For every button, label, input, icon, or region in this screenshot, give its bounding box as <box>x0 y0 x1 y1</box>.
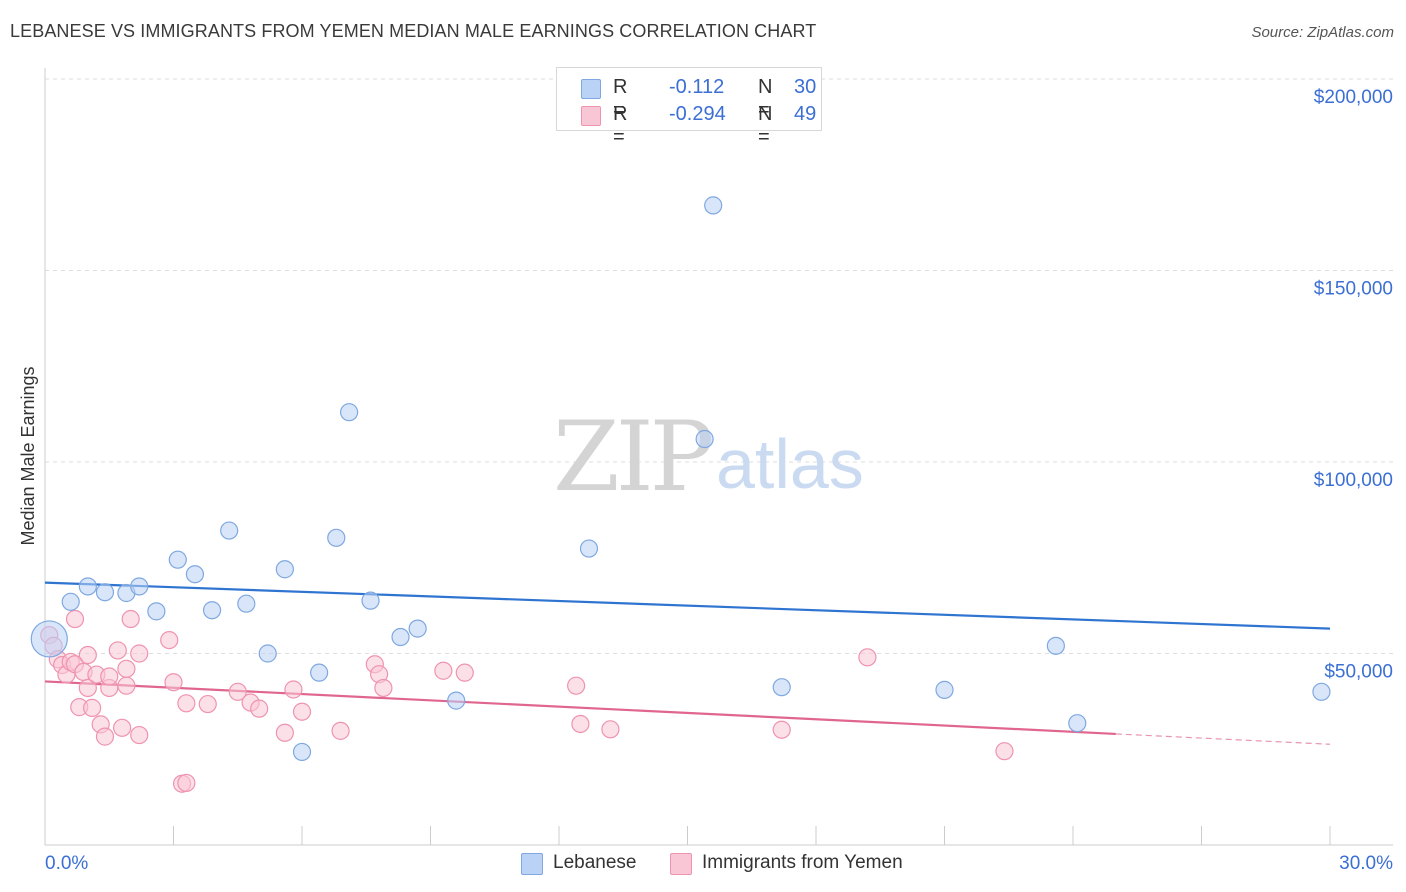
lebanese-point <box>310 663 329 682</box>
lebanese-point <box>579 539 599 558</box>
lebanese-point <box>391 627 410 647</box>
yemen-point <box>858 648 877 667</box>
yemen-point <box>65 609 85 629</box>
lebanese-point <box>1068 714 1087 733</box>
lebanese-swatch <box>521 853 543 875</box>
lebanese-swatch <box>581 79 601 99</box>
watermark-atlas: atlas <box>716 425 864 503</box>
yemen-point <box>117 659 136 678</box>
yemen-trend-extension <box>1115 733 1331 745</box>
lebanese-point <box>61 592 80 611</box>
r-label: R = <box>613 103 628 148</box>
watermark-zip: ZIP <box>553 401 712 513</box>
lebanese-point <box>340 403 359 422</box>
legend-label: Immigrants from Yemen <box>702 852 903 873</box>
watermark: ZIP atlas <box>553 401 864 513</box>
yemen-point <box>78 645 97 665</box>
yemen-point <box>198 694 217 714</box>
yemen-point <box>83 698 102 717</box>
yemen-point <box>434 661 453 680</box>
yemen-point <box>275 723 294 742</box>
lebanese-trend-line <box>44 581 1331 630</box>
yemen-point <box>571 714 590 734</box>
yemen-point <box>108 641 127 660</box>
lebanese-point <box>237 594 256 613</box>
lebanese-point <box>147 602 166 621</box>
lebanese-point <box>1312 682 1331 701</box>
lebanese-point <box>695 429 714 449</box>
lebanese-point <box>258 644 277 663</box>
n-value: 49 <box>794 103 817 125</box>
yemen-trend-line <box>44 680 1116 736</box>
yemen-point <box>292 702 312 721</box>
lebanese-point <box>935 680 954 699</box>
yemen-swatch <box>670 853 692 875</box>
lebanese-point <box>361 591 380 610</box>
y-tick-label: $150,000 <box>1314 279 1393 300</box>
lebanese-point <box>408 619 427 638</box>
yemen-point <box>995 742 1014 761</box>
lebanese-point <box>220 521 239 540</box>
r-value: -0.112 <box>669 76 725 98</box>
lebanese-point <box>275 560 294 579</box>
n-label: N = <box>758 76 773 121</box>
yemen-point <box>177 773 196 793</box>
y-tick-label: $100,000 <box>1314 470 1393 491</box>
y-tick-label: $50,000 <box>1324 662 1393 683</box>
y-tick-label: $200,000 <box>1314 87 1393 108</box>
lebanese-point <box>1046 636 1065 655</box>
source-credit: Source: ZipAtlas.com <box>1251 24 1394 41</box>
yemen-point <box>160 630 179 650</box>
lebanese-point <box>772 678 791 697</box>
lebanese-point <box>202 601 222 620</box>
lebanese-point <box>327 528 346 547</box>
yemen-point <box>95 727 115 746</box>
tick-labels: $50,000 $100,000 $150,000 $200,000 0.0% 30.0% <box>45 87 1393 874</box>
yemen-point <box>177 694 196 713</box>
legend-label: Lebanese <box>553 852 637 873</box>
correlation-legend: R = -0.112 N = 30 R = -0.294 N = 49 <box>556 67 822 148</box>
yemen-point <box>117 676 136 695</box>
yemen-point <box>112 718 132 737</box>
trend-lines <box>44 581 1331 745</box>
lebanese-point <box>168 550 187 569</box>
lebanese-point <box>447 691 466 710</box>
yemen-point <box>78 678 97 698</box>
lebanese-point <box>185 565 205 584</box>
lebanese-point <box>130 577 149 596</box>
yemen-point <box>772 720 791 739</box>
chart-title: LEBANESE VS IMMIGRANTS FROM YEMEN MEDIAN… <box>10 21 817 41</box>
yemen-point <box>567 676 586 695</box>
lebanese-point <box>78 577 97 596</box>
n-value: 30 <box>794 76 817 98</box>
lebanese-point <box>95 583 115 602</box>
n-label: N = <box>758 103 773 148</box>
yemen-point <box>130 644 149 663</box>
data-points <box>30 196 1331 793</box>
axes <box>44 68 1393 846</box>
yemen-point <box>121 609 140 629</box>
yemen-point <box>164 673 183 692</box>
x-tick-label: 30.0% <box>1339 853 1393 874</box>
yemen-point <box>228 682 247 701</box>
yemen-point <box>331 721 350 740</box>
r-value: -0.294 <box>669 103 726 125</box>
yemen-point <box>130 725 149 745</box>
yemen-point <box>455 663 474 682</box>
gridlines <box>45 78 1393 654</box>
lebanese-point <box>704 196 723 215</box>
yemen-point <box>100 667 119 686</box>
yemen-swatch <box>581 106 601 126</box>
yemen-point <box>374 678 393 698</box>
lebanese-point <box>292 742 312 762</box>
x-tick-label: 0.0% <box>45 853 88 874</box>
yemen-point <box>601 720 620 739</box>
r-label: R = <box>613 76 628 121</box>
lebanese-point <box>30 620 68 658</box>
yemen-point <box>284 680 303 699</box>
y-axis-label: Median Male Earnings <box>18 366 38 545</box>
yemen-point <box>250 699 269 718</box>
